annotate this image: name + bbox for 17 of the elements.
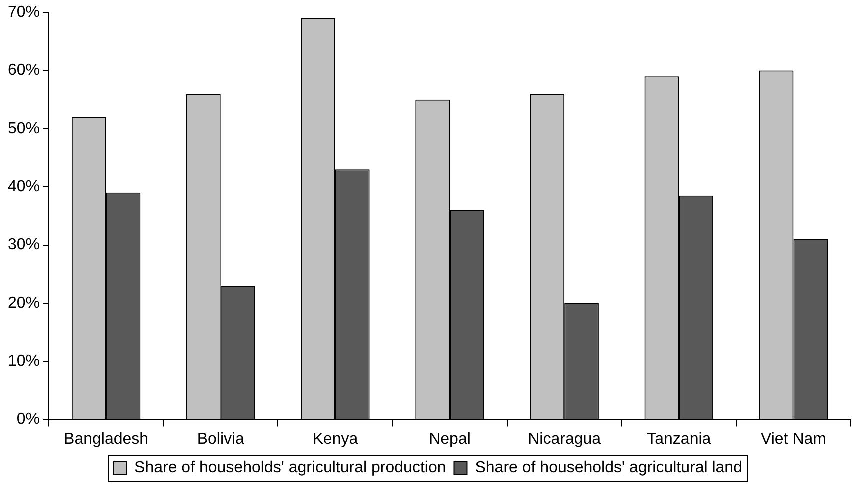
y-tick-label: 30% xyxy=(8,236,40,254)
y-tick-label: 60% xyxy=(8,62,40,80)
x-tick-label: Tanzania xyxy=(647,430,712,448)
y-tick-label: 50% xyxy=(8,120,40,138)
x-tick-label: Nepal xyxy=(429,430,471,448)
x-tick-label: Nicaragua xyxy=(528,430,602,448)
x-tick-label: Bangladesh xyxy=(64,430,149,448)
x-tick-label: Kenya xyxy=(312,430,358,448)
y-tick-label: 0% xyxy=(16,411,40,428)
y-tick-label: 70% xyxy=(8,4,40,22)
y-tick-label: 40% xyxy=(8,178,40,196)
legend-label: Share of households' agricultural production xyxy=(134,459,446,476)
y-tick-label: 20% xyxy=(8,294,40,312)
x-tick-label: Viet Nam xyxy=(760,430,826,448)
y-tick-label: 10% xyxy=(8,353,40,370)
legend-label: Share of households' agricultural land xyxy=(475,459,742,476)
x-tick-label: Bolivia xyxy=(197,430,245,448)
